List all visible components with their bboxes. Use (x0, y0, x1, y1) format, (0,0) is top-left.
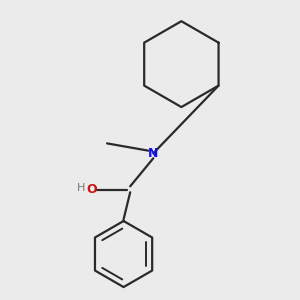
Text: O: O (86, 183, 97, 196)
Text: H: H (77, 183, 86, 193)
Text: N: N (148, 147, 158, 160)
